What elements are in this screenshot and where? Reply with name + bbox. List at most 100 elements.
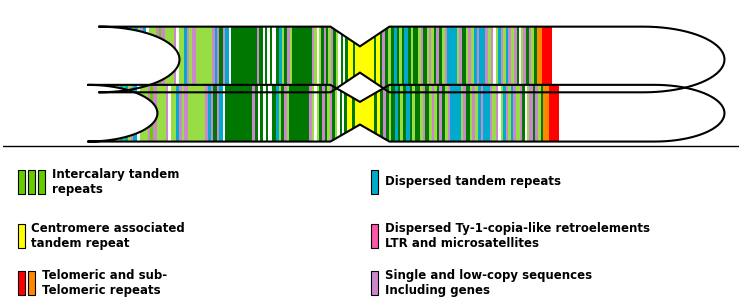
Bar <box>214 85 217 142</box>
Bar <box>263 85 266 142</box>
Bar <box>399 27 402 92</box>
Bar <box>326 85 393 142</box>
Bar <box>139 85 148 142</box>
Bar <box>423 85 425 142</box>
Bar <box>280 27 282 92</box>
Bar <box>506 85 508 142</box>
Bar <box>420 85 423 142</box>
Bar <box>117 85 119 142</box>
Bar <box>326 27 329 92</box>
Bar <box>476 27 479 92</box>
Bar <box>99 27 108 92</box>
Bar <box>131 85 134 142</box>
Bar <box>353 27 355 92</box>
Bar <box>401 85 404 142</box>
Bar <box>434 85 437 142</box>
Bar <box>287 27 290 92</box>
Bar <box>516 85 519 142</box>
Bar <box>116 27 122 92</box>
Bar <box>272 27 276 92</box>
Bar <box>413 85 415 142</box>
Text: Centromere associated
tandem repeat: Centromere associated tandem repeat <box>31 222 186 250</box>
Bar <box>128 27 130 92</box>
Bar <box>534 27 536 92</box>
Bar <box>483 85 490 142</box>
Bar <box>276 27 280 92</box>
Bar <box>146 27 148 92</box>
Bar <box>331 27 333 92</box>
Bar <box>269 85 272 142</box>
Bar <box>513 27 516 92</box>
Bar <box>421 27 424 92</box>
Bar <box>318 27 321 92</box>
Bar <box>442 85 445 142</box>
Bar <box>513 85 516 142</box>
Bar <box>511 85 513 142</box>
Bar <box>223 85 226 142</box>
Bar <box>485 27 487 92</box>
Bar <box>445 85 448 142</box>
Bar <box>498 85 501 142</box>
Bar <box>134 27 138 92</box>
Bar <box>402 27 404 92</box>
Bar <box>180 85 182 142</box>
Bar <box>408 27 411 92</box>
Bar <box>315 85 317 142</box>
Bar <box>529 27 531 92</box>
Bar <box>439 27 442 92</box>
Bar <box>472 85 475 142</box>
Bar <box>341 27 344 92</box>
Bar <box>177 85 180 142</box>
Bar <box>267 27 269 92</box>
Bar <box>157 27 159 92</box>
Bar <box>496 85 498 142</box>
Bar <box>470 27 474 92</box>
Bar <box>259 27 263 92</box>
Bar <box>191 27 196 92</box>
Bar <box>292 27 312 92</box>
Bar <box>101 85 104 142</box>
Bar <box>347 85 352 142</box>
Bar <box>326 27 393 92</box>
Bar <box>461 85 463 142</box>
Bar <box>122 85 125 142</box>
Bar <box>187 27 189 92</box>
Bar <box>290 27 292 92</box>
Bar <box>434 27 436 92</box>
Bar <box>269 27 272 92</box>
Bar <box>263 27 265 92</box>
Bar <box>430 27 432 92</box>
Bar <box>211 85 214 142</box>
Bar <box>335 85 337 142</box>
Bar <box>229 27 231 92</box>
Bar <box>119 85 122 142</box>
Bar <box>112 85 114 142</box>
Bar <box>309 85 312 142</box>
Bar <box>531 27 534 92</box>
Bar <box>445 27 447 92</box>
Bar <box>333 27 336 92</box>
Bar <box>347 27 353 92</box>
Bar <box>252 85 255 142</box>
Bar <box>220 27 223 92</box>
Bar <box>503 85 506 142</box>
Bar <box>385 27 389 92</box>
Bar <box>380 85 383 142</box>
Bar <box>406 85 410 142</box>
Bar <box>265 27 267 92</box>
Bar <box>329 27 331 92</box>
Bar <box>282 27 284 92</box>
Bar <box>159 85 165 142</box>
Bar <box>174 27 176 92</box>
Bar <box>519 27 521 92</box>
Bar <box>355 85 358 142</box>
Bar <box>312 85 315 142</box>
Bar <box>398 85 401 142</box>
Bar <box>340 85 342 142</box>
Bar <box>257 27 259 92</box>
Bar <box>371 27 374 92</box>
Bar <box>165 27 167 92</box>
Bar <box>114 85 117 142</box>
Bar <box>450 85 461 142</box>
Bar <box>523 27 526 92</box>
